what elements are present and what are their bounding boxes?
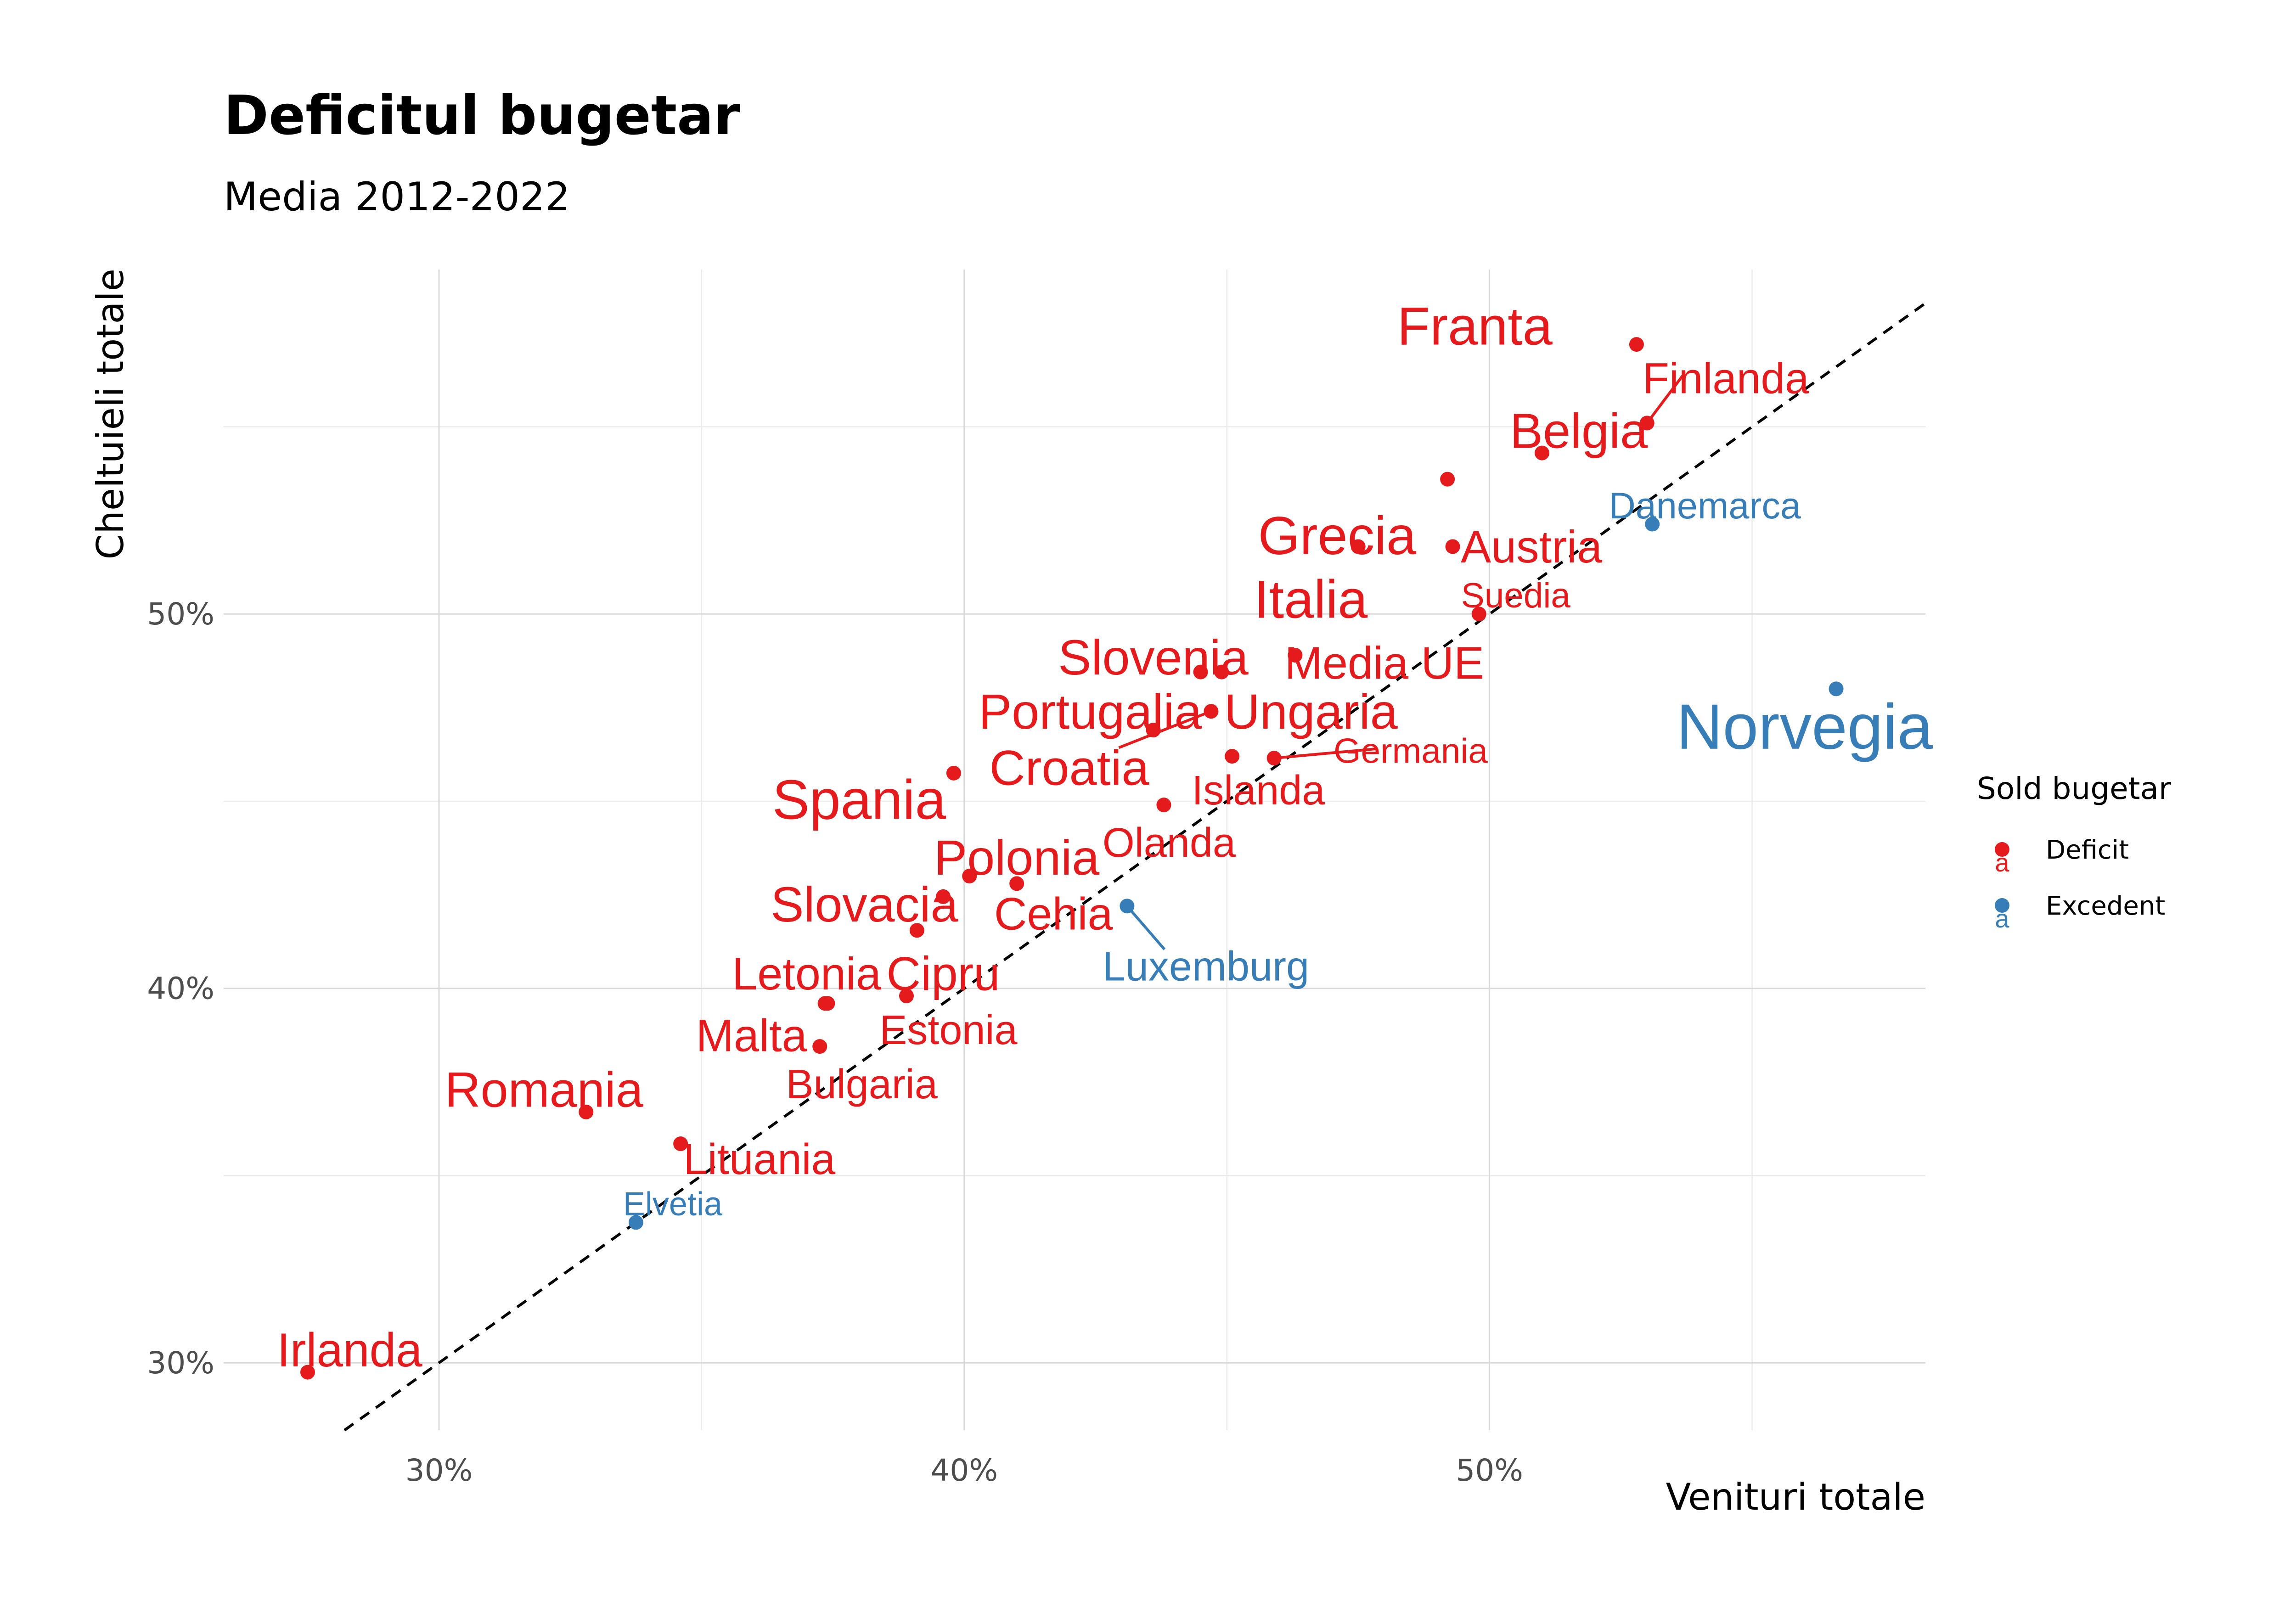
x-tick-label: 50% xyxy=(1456,1453,1523,1488)
point-label: Media UE xyxy=(1285,637,1485,688)
x-axis-title: Venituri totale xyxy=(1666,1476,1925,1518)
data-point xyxy=(1629,337,1644,352)
data-point xyxy=(1204,704,1219,719)
leader-line xyxy=(1126,905,1166,950)
y-axis-ticks: 30% 40% 50% xyxy=(147,596,214,1381)
point-label: Slovenia xyxy=(1058,629,1249,685)
point-label: Franta xyxy=(1397,296,1553,356)
data-point xyxy=(1639,416,1654,431)
legend-key-glyph: a xyxy=(1995,848,2009,877)
data-point xyxy=(946,765,961,781)
point-label: Grecia xyxy=(1258,506,1417,566)
legend-label: Deficit xyxy=(2046,835,2129,865)
data-point xyxy=(1225,749,1240,764)
leader-line xyxy=(1646,375,1684,424)
data-point xyxy=(1829,681,1844,697)
legend-key-point xyxy=(1995,842,2009,857)
data-point xyxy=(1156,798,1171,813)
data-point xyxy=(1214,664,1229,680)
point-label: Polonia xyxy=(934,830,1100,885)
point-label: Bulgaria xyxy=(786,1062,938,1107)
data-point xyxy=(1445,539,1460,554)
point-label: Austria xyxy=(1461,521,1603,572)
chart-subtitle: Media 2012-2022 xyxy=(224,174,570,220)
point-label: Cehia xyxy=(994,888,1114,939)
point-label: Estonia xyxy=(879,1007,1018,1053)
grid xyxy=(224,270,1925,1430)
data-point xyxy=(673,1136,688,1152)
point-label: Croatia xyxy=(989,740,1149,795)
data-point xyxy=(1440,472,1455,487)
data-point xyxy=(817,996,833,1011)
data-point xyxy=(579,1104,594,1119)
legend-key-point xyxy=(1995,898,2009,913)
point-label: Romania xyxy=(445,1062,644,1118)
x-axis-ticks: 30% 40% 50% xyxy=(405,1453,1523,1488)
data-point xyxy=(1535,445,1550,461)
point-label: Finlanda xyxy=(1643,354,1809,403)
legend-title: Sold bugetar xyxy=(1977,771,2172,806)
data-point xyxy=(1009,876,1024,891)
reference-line xyxy=(343,302,1926,1432)
y-axis-title: Cheltuieli totale xyxy=(89,269,132,560)
leader-lines xyxy=(1118,375,1684,950)
point-label: Islanda xyxy=(1192,768,1325,814)
data-point xyxy=(962,869,977,884)
data-point xyxy=(1120,899,1135,914)
data-point xyxy=(1351,539,1366,554)
x-tick-label: 30% xyxy=(405,1453,473,1488)
point-label: Danemarca xyxy=(1609,485,1801,527)
point-label: Spania xyxy=(772,768,946,831)
data-point xyxy=(1645,517,1660,532)
point-label: Letonia xyxy=(732,948,882,999)
chart-title: Deficitul bugetar xyxy=(224,84,740,147)
data-point xyxy=(1266,751,1282,766)
point-label: Italia xyxy=(1254,569,1368,629)
point-label: Portugalia xyxy=(979,684,1202,739)
data-point xyxy=(628,1215,643,1230)
point-label: Germania xyxy=(1334,732,1488,771)
data-point xyxy=(1146,723,1161,738)
data-point xyxy=(812,1039,827,1054)
point-label: Cipru xyxy=(886,947,1000,1000)
point-label: Belgia xyxy=(1510,403,1648,458)
y-tick-label: 40% xyxy=(147,971,214,1006)
data-point xyxy=(1471,607,1486,622)
point-label: Luxemburg xyxy=(1103,944,1309,989)
legend: Sold bugetar a Deficit a Excedent xyxy=(1977,771,2172,933)
leader-line xyxy=(1274,747,1376,760)
point-label: Suedia xyxy=(1461,576,1571,615)
data-point xyxy=(300,1365,315,1380)
data-point xyxy=(899,989,914,1004)
point-label: Ungaria xyxy=(1224,684,1398,739)
point-label: Lituania xyxy=(683,1135,835,1184)
point-label: Irlanda xyxy=(277,1323,422,1377)
legend-key-glyph: a xyxy=(1995,904,2009,933)
y-tick-label: 30% xyxy=(147,1345,214,1381)
point-label: Malta xyxy=(696,1010,807,1061)
data-point xyxy=(936,889,951,904)
leader-line xyxy=(1118,710,1212,749)
y-tick-label: 50% xyxy=(147,596,214,632)
point-label: Elvetia xyxy=(623,1186,723,1223)
reference-line-group xyxy=(343,302,1926,1432)
x-tick-label: 40% xyxy=(930,1453,998,1488)
point-label: Norvegia xyxy=(1677,691,1933,763)
data-point xyxy=(1193,664,1208,680)
data-point xyxy=(1288,647,1303,663)
point-label: Olanda xyxy=(1103,820,1236,866)
data-point xyxy=(909,923,924,938)
legend-label: Excedent xyxy=(2046,891,2165,921)
data-points xyxy=(300,337,1844,1380)
point-label: Slovacia xyxy=(771,877,958,932)
